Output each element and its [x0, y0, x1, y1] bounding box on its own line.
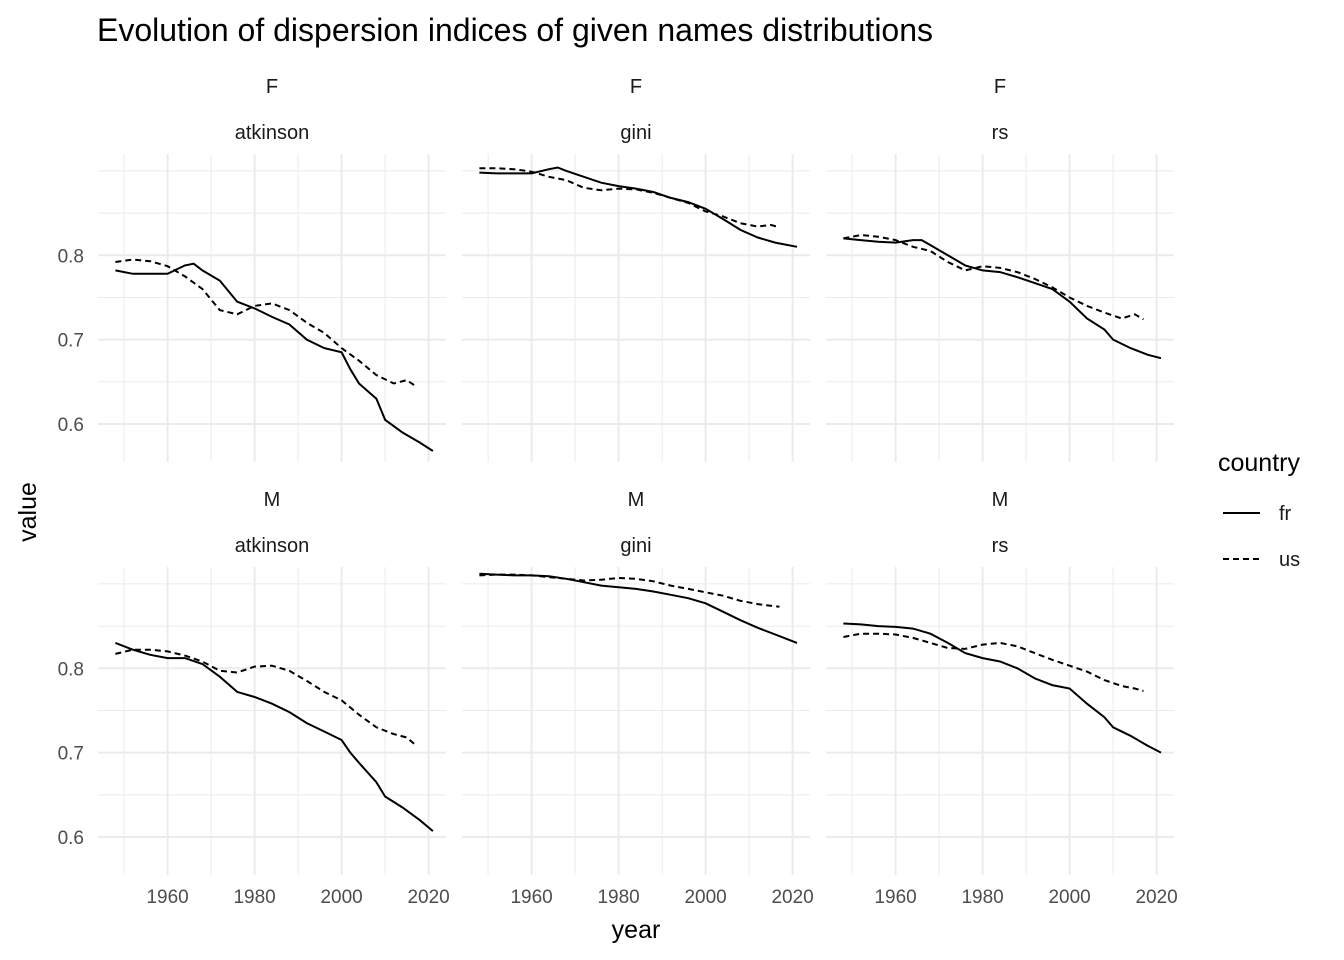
y-tick-label: 0.6 [58, 828, 84, 849]
x-tick-label: 1960 [874, 887, 916, 908]
strip-label-bottom: gini [620, 535, 651, 557]
x-tick-label: 1960 [510, 887, 552, 908]
strip-label-top: M [264, 489, 281, 511]
x-tick-label: 2000 [320, 887, 362, 908]
panel-f-atkinson [98, 154, 446, 462]
strip-label-bottom: rs [992, 122, 1009, 144]
panel-m-rs [826, 567, 1174, 875]
strip-label-bottom: gini [620, 122, 651, 144]
x-axis-ticks: 1960 1980 2000 2020 1960 1980 2000 2020 1960 1980… [146, 887, 1177, 908]
series-line-fr [843, 622, 1162, 754]
y-tick-label: 0.6 [58, 415, 84, 436]
x-tick-label: 1960 [146, 887, 188, 908]
x-axis-title: year [612, 916, 661, 944]
strip-label-top: M [628, 489, 645, 511]
x-tick-label: 2000 [684, 887, 726, 908]
y-axis-ticks: 0.6 0.7 0.8 0.6 0.7 0.8 [58, 246, 84, 849]
series-line-us [843, 632, 1144, 692]
series-line-fr [115, 262, 434, 452]
series-line-us [115, 258, 417, 387]
x-tick-label: 1980 [961, 887, 1003, 908]
x-tick-label: 2020 [1135, 887, 1177, 908]
x-tick-label: 1980 [597, 887, 639, 908]
y-tick-label: 0.7 [58, 744, 84, 765]
y-axis-title: value [14, 482, 42, 542]
x-tick-label: 2020 [407, 887, 449, 908]
panel-m-gini [462, 567, 810, 875]
series-line-us [843, 233, 1145, 321]
y-tick-label: 0.8 [58, 246, 84, 267]
legend-label-us: us [1279, 549, 1300, 571]
x-tick-label: 2020 [771, 887, 813, 908]
strip-label-bottom: atkinson [235, 535, 310, 557]
strip-label-bottom: rs [992, 535, 1009, 557]
x-tick-label: 1980 [233, 887, 275, 908]
panel-f-gini [462, 154, 810, 462]
series-line-fr [115, 641, 434, 832]
y-tick-label: 0.8 [58, 659, 84, 680]
series-line-fr [843, 237, 1162, 360]
panels [98, 154, 1174, 875]
panel-m-atkinson [98, 567, 446, 875]
strip-label-top: F [266, 76, 278, 98]
series-line-us [479, 167, 780, 229]
strip-label-top: M [992, 489, 1009, 511]
series-line-us [479, 573, 780, 608]
x-tick-label: 2000 [1048, 887, 1090, 908]
legend-title: country [1218, 449, 1300, 477]
strip-label-bottom: atkinson [235, 122, 310, 144]
panel-f-rs [826, 154, 1174, 462]
y-tick-label: 0.7 [58, 331, 84, 352]
series-line-us [115, 648, 417, 746]
legend-label-fr: fr [1279, 503, 1292, 525]
legend: country fr us [1218, 449, 1300, 571]
chart-title: Evolution of dispersion indices of given… [97, 12, 933, 48]
strip-label-top: F [630, 76, 642, 98]
strip-label-top: F [994, 76, 1006, 98]
